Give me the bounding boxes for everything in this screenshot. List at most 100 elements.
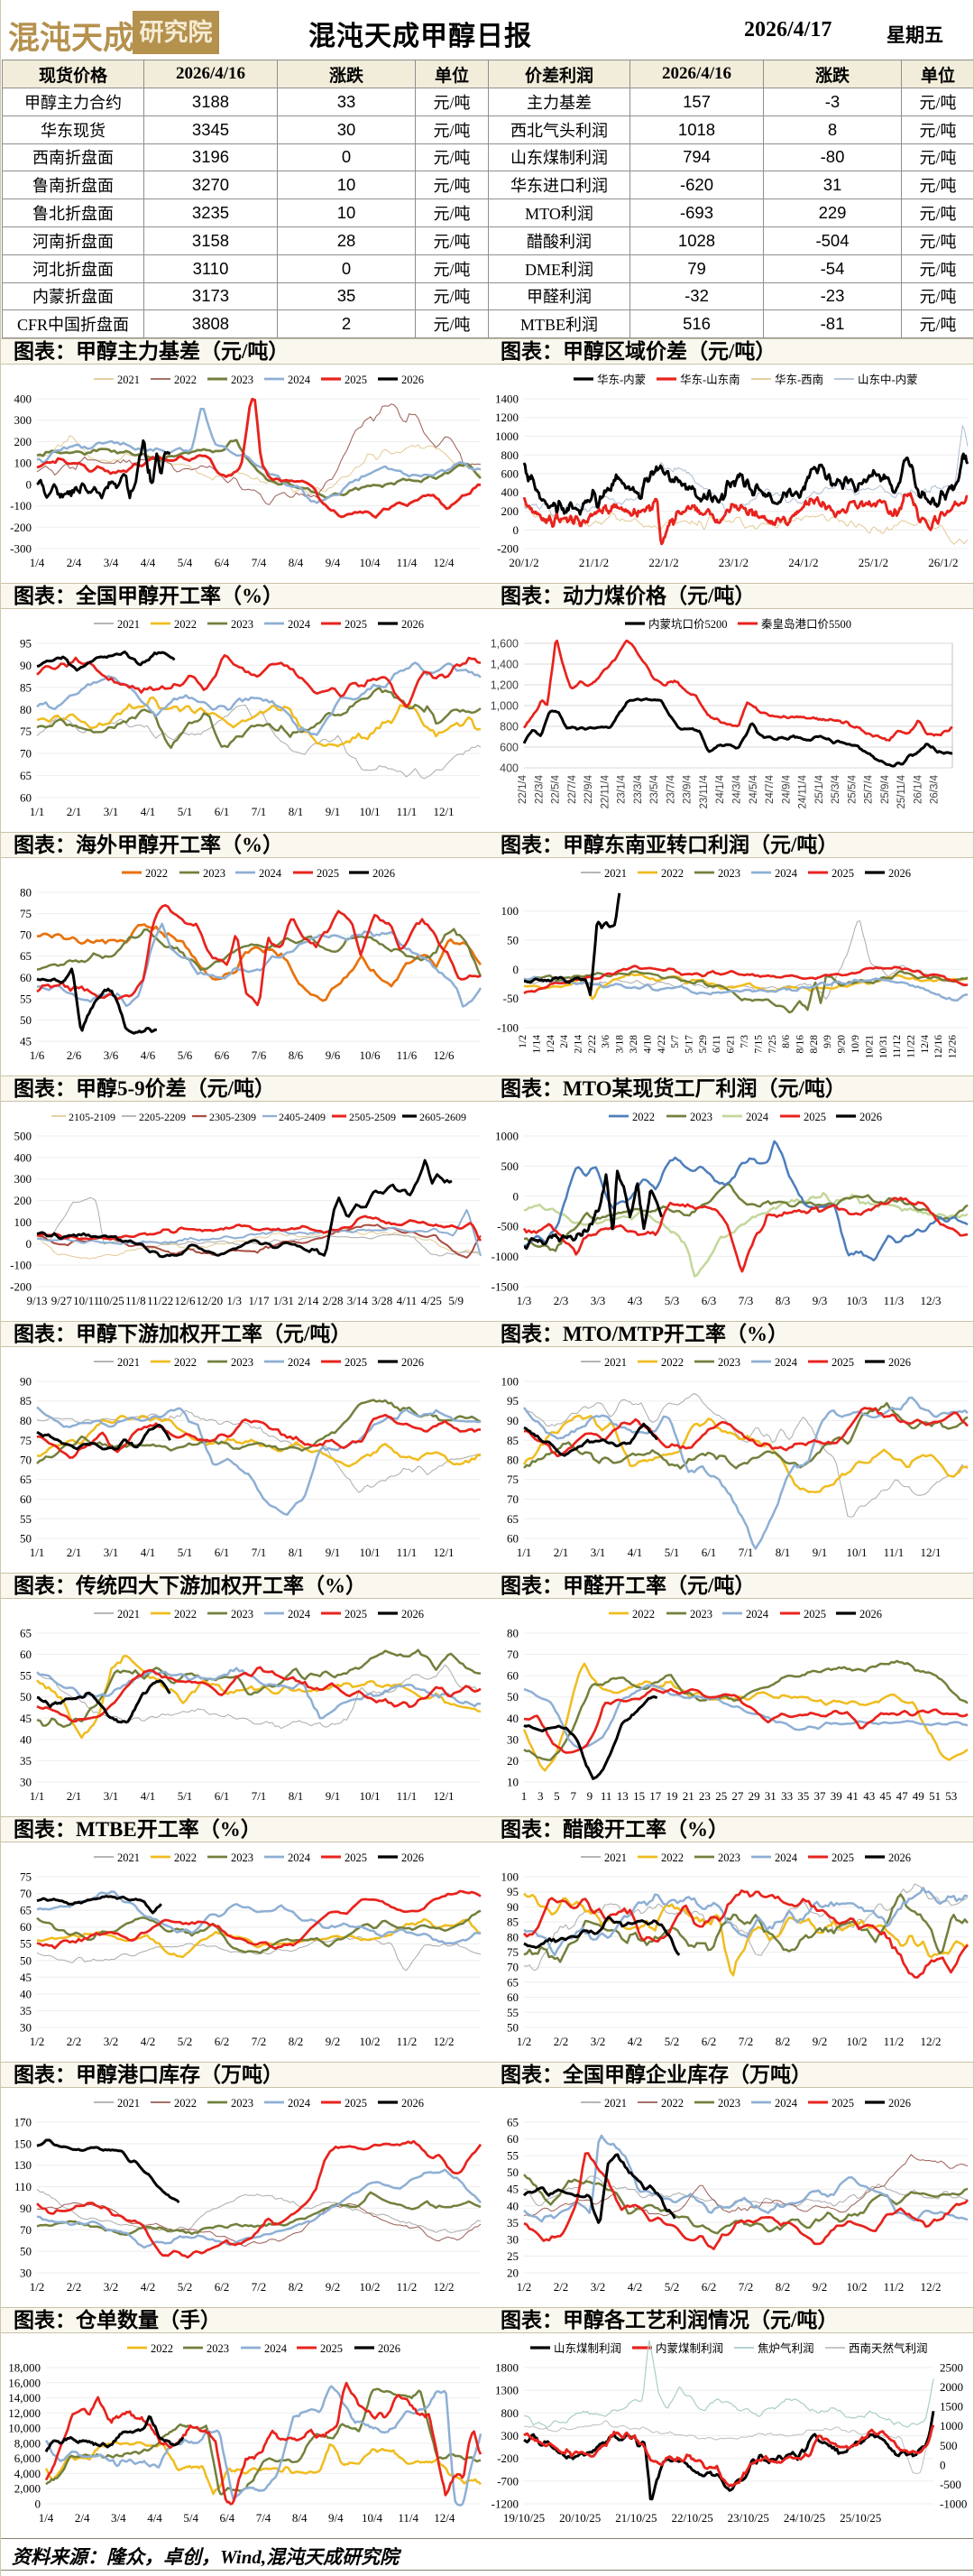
- svg-text:9: 9: [587, 1789, 593, 1803]
- svg-text:华东-山东南: 华东-山东南: [680, 373, 740, 386]
- svg-text:18,000: 18,000: [8, 2361, 41, 2375]
- svg-text:9/1: 9/1: [813, 1546, 828, 1559]
- svg-text:80: 80: [20, 703, 32, 716]
- svg-text:4/3: 4/3: [628, 1294, 643, 1307]
- svg-text:85: 85: [507, 1916, 519, 1929]
- svg-text:600: 600: [500, 742, 519, 754]
- svg-text:5/2: 5/2: [178, 2280, 193, 2294]
- svg-text:11/1: 11/1: [397, 1789, 418, 1803]
- svg-text:2022: 2022: [632, 1111, 655, 1123]
- svg-text:1/1: 1/1: [30, 1546, 45, 1559]
- svg-text:11/2: 11/2: [884, 2280, 905, 2294]
- svg-text:24/5/4: 24/5/4: [749, 774, 759, 804]
- svg-text:2/14: 2/14: [298, 1294, 319, 1307]
- svg-text:1/3: 1/3: [517, 1294, 532, 1307]
- svg-text:2026: 2026: [401, 1356, 424, 1369]
- svg-text:2021: 2021: [117, 618, 140, 631]
- svg-text:2026: 2026: [401, 374, 424, 386]
- svg-text:7/3: 7/3: [739, 1294, 754, 1307]
- svg-text:10/4: 10/4: [362, 2511, 383, 2525]
- svg-text:75: 75: [20, 1434, 32, 1447]
- svg-text:秦皇岛港口价5500: 秦皇岛港口价5500: [761, 617, 851, 631]
- svg-text:2/1: 2/1: [554, 1546, 569, 1559]
- svg-text:4/2: 4/2: [628, 2280, 643, 2294]
- svg-text:45: 45: [20, 1712, 32, 1725]
- svg-text:15: 15: [633, 1789, 645, 1803]
- svg-text:60: 60: [507, 1669, 519, 1683]
- svg-text:400: 400: [14, 392, 32, 406]
- svg-text:6/4: 6/4: [215, 556, 230, 569]
- svg-text:22/1/2: 22/1/2: [648, 556, 678, 569]
- svg-text:75: 75: [507, 1945, 519, 1959]
- svg-text:5/29: 5/29: [698, 1035, 709, 1054]
- svg-text:2021: 2021: [117, 1356, 140, 1369]
- svg-text:10/1: 10/1: [359, 1789, 380, 1803]
- svg-text:35: 35: [20, 2004, 32, 2017]
- svg-text:1/2: 1/2: [30, 2035, 45, 2048]
- svg-text:50: 50: [20, 1953, 32, 1967]
- svg-text:2024: 2024: [288, 1356, 311, 1369]
- svg-text:2/1: 2/1: [67, 805, 82, 818]
- svg-text:22/10/25: 22/10/25: [671, 2511, 712, 2525]
- svg-text:500: 500: [501, 1159, 519, 1173]
- svg-text:55: 55: [507, 2006, 519, 2019]
- svg-text:12/6: 12/6: [174, 1294, 196, 1307]
- svg-text:9/2: 9/2: [813, 2035, 828, 2048]
- svg-text:-1000: -1000: [940, 2498, 967, 2511]
- svg-text:2026: 2026: [888, 867, 911, 880]
- svg-text:55: 55: [507, 2149, 519, 2163]
- svg-text:8/6: 8/6: [781, 1035, 792, 1048]
- svg-text:2023: 2023: [231, 1608, 253, 1620]
- svg-text:25: 25: [507, 2249, 519, 2263]
- svg-text:60: 60: [20, 1492, 32, 1506]
- svg-text:2023: 2023: [718, 867, 740, 880]
- svg-text:40: 40: [507, 1712, 519, 1725]
- svg-text:22/7/4: 22/7/4: [567, 774, 578, 804]
- svg-text:内蒙坑口价5200: 内蒙坑口价5200: [648, 617, 728, 631]
- svg-text:2026: 2026: [401, 618, 424, 631]
- svg-text:55: 55: [20, 1512, 32, 1526]
- svg-text:90: 90: [20, 659, 32, 672]
- svg-text:5: 5: [554, 1789, 560, 1803]
- svg-text:2021: 2021: [604, 867, 627, 880]
- svg-text:27: 27: [731, 1789, 744, 1803]
- svg-text:12/2: 12/2: [433, 2035, 454, 2048]
- svg-text:-50: -50: [503, 992, 519, 1005]
- svg-text:75: 75: [20, 907, 32, 920]
- svg-text:2024: 2024: [746, 1608, 769, 1620]
- svg-text:2021: 2021: [604, 1356, 627, 1369]
- svg-text:3/28: 3/28: [372, 1294, 392, 1307]
- svg-text:9/2: 9/2: [326, 2035, 341, 2048]
- svg-text:2000: 2000: [940, 2380, 963, 2394]
- svg-text:47: 47: [896, 1789, 909, 1803]
- svg-text:华东-内蒙: 华东-内蒙: [597, 373, 646, 386]
- svg-text:3/6: 3/6: [601, 1035, 611, 1048]
- svg-text:1,400: 1,400: [491, 659, 519, 671]
- svg-text:1/2: 1/2: [517, 2280, 532, 2294]
- svg-text:7/25: 7/25: [767, 1035, 778, 1054]
- svg-text:2023: 2023: [718, 1851, 740, 1864]
- svg-text:0: 0: [513, 963, 519, 976]
- svg-text:-200: -200: [10, 521, 32, 534]
- svg-text:11/22: 11/22: [906, 1035, 917, 1058]
- svg-text:24/11/4: 24/11/4: [798, 774, 809, 808]
- svg-text:25/11/4: 25/11/4: [896, 774, 907, 808]
- svg-text:0: 0: [513, 1189, 519, 1203]
- svg-text:6/1: 6/1: [215, 1789, 230, 1803]
- svg-text:2/6: 2/6: [67, 1048, 82, 1062]
- svg-text:5/1: 5/1: [178, 1546, 193, 1559]
- svg-text:3/2: 3/2: [104, 2280, 119, 2294]
- svg-text:130: 130: [14, 2158, 32, 2172]
- svg-text:75: 75: [20, 725, 32, 738]
- svg-text:1400: 1400: [495, 392, 519, 406]
- svg-text:80: 80: [507, 1454, 519, 1467]
- svg-text:2026: 2026: [401, 1608, 424, 1620]
- svg-text:6/3: 6/3: [702, 1294, 717, 1307]
- svg-text:2024: 2024: [288, 1608, 311, 1620]
- svg-text:12/4: 12/4: [433, 556, 455, 569]
- svg-text:11/3: 11/3: [884, 1294, 905, 1307]
- svg-text:8/2: 8/2: [776, 2035, 791, 2048]
- svg-text:60: 60: [20, 1648, 32, 1661]
- svg-text:0: 0: [513, 523, 519, 537]
- svg-text:3/3: 3/3: [591, 1294, 606, 1307]
